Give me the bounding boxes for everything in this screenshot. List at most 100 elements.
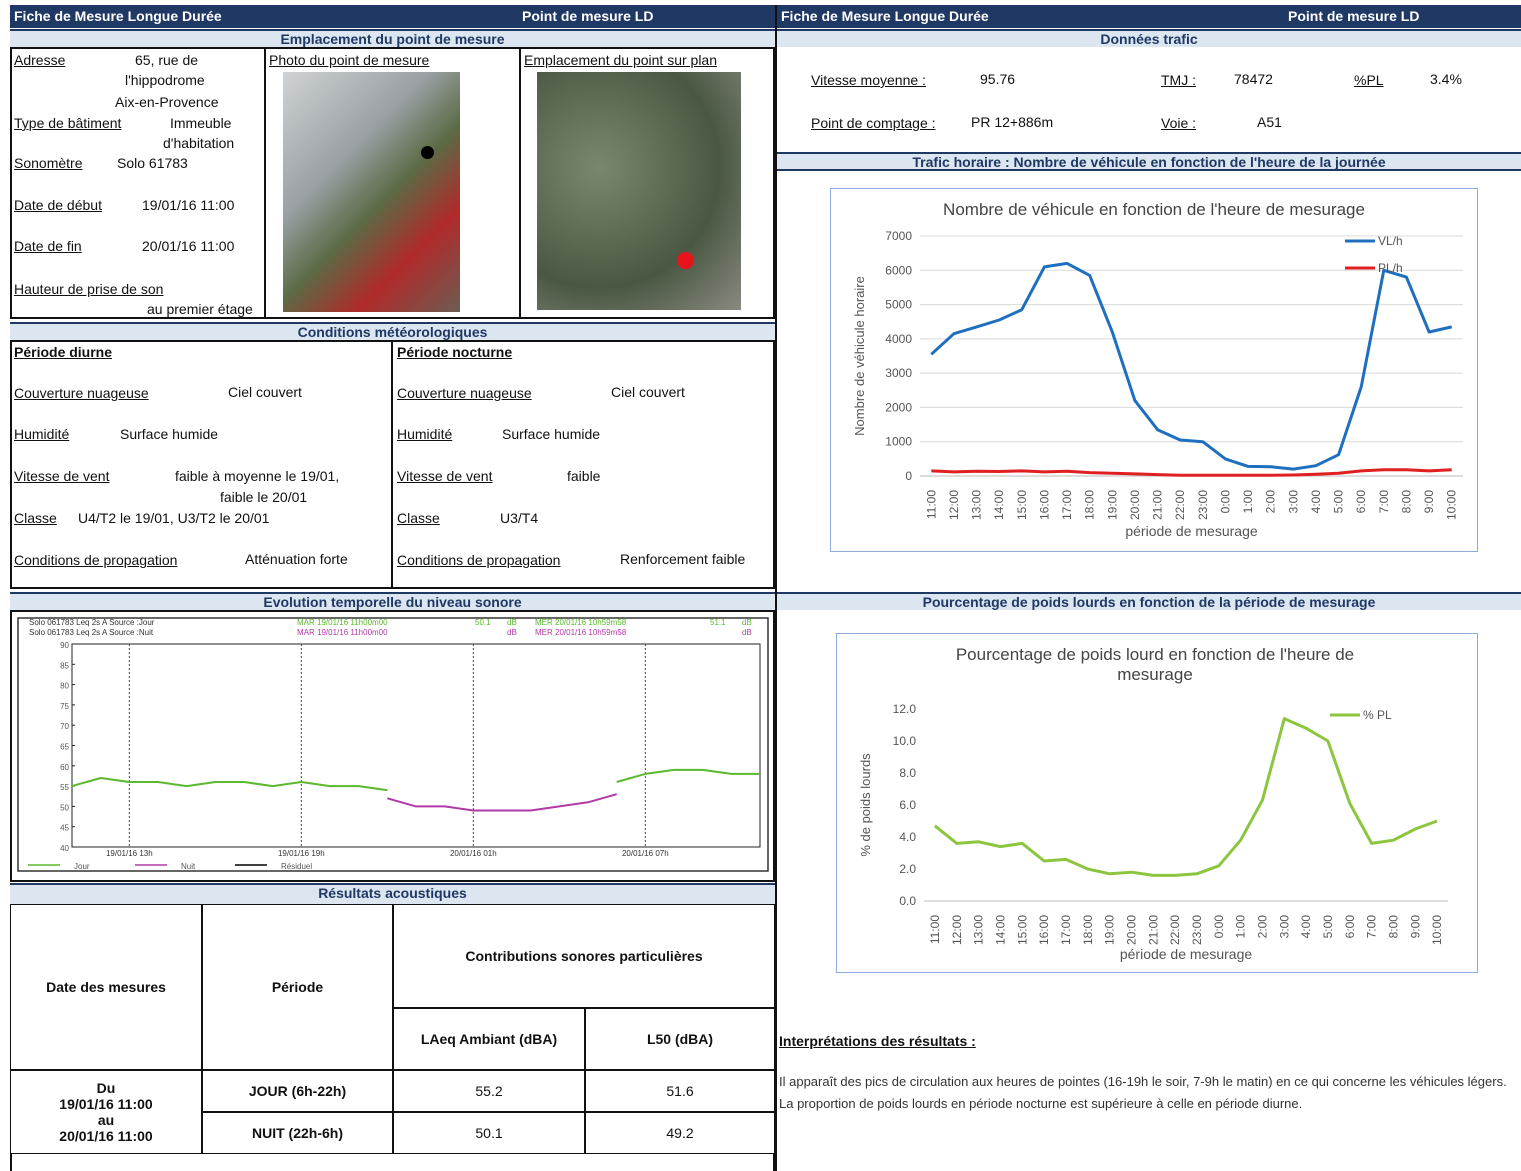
x-tick-label: 18:00 <box>1081 915 1095 945</box>
text: Surface humide <box>120 426 218 442</box>
y-tick-label: 55 <box>60 783 69 792</box>
y-tick-label: 1000 <box>885 435 912 449</box>
text: 78472 <box>1234 71 1273 87</box>
x-tick-label: 13:00 <box>972 915 986 945</box>
section-heading: Pourcentage de poids lourds en fonction … <box>777 592 1521 610</box>
x-tick-label: 15:00 <box>1015 490 1029 520</box>
header-title: Fiche de Mesure Longue Durée <box>781 8 989 24</box>
y-tick-label: 90 <box>60 641 69 650</box>
text: 65, rue de <box>135 52 198 68</box>
y-tick-label: 4.0 <box>899 830 916 844</box>
legend-label: VL/h <box>1378 234 1403 248</box>
y-tick-label: 2000 <box>885 400 912 414</box>
section-heading: Trafic horaire : Nombre de véhicule en f… <box>777 152 1521 171</box>
x-tick-label: 4:00 <box>1309 490 1323 514</box>
value-cell: 50.1 <box>393 1112 585 1154</box>
section-heading: Résultats acoustiques <box>10 883 775 904</box>
map <box>537 72 741 310</box>
x-tick-label: 8:00 <box>1399 490 1413 514</box>
table-header: Période <box>202 904 393 1070</box>
header-cell: dB <box>507 618 517 627</box>
table-bottom <box>10 1154 775 1171</box>
text: %PL <box>1354 72 1384 88</box>
legend-label: Résiduel <box>281 862 312 871</box>
header-point: Point de mesure LD <box>522 8 653 24</box>
text: d'habitation <box>163 135 234 151</box>
x-tick-label: 9:00 <box>1422 490 1436 514</box>
section-heading: Données trafic <box>777 29 1521 47</box>
text: 19/01/16 11:00 <box>142 197 234 213</box>
text: 20/01/16 11:00 <box>142 238 234 254</box>
x-tick-label: 21:00 <box>1151 490 1165 520</box>
text: Renforcement faible <box>620 551 745 567</box>
x-tick-label: 8:00 <box>1386 915 1400 939</box>
date-line: 20/01/16 11:00 <box>59 1128 152 1144</box>
text: faible à moyenne le 19/01, <box>175 468 339 484</box>
table-header: Contributions sonores particulières <box>393 904 775 1008</box>
text: U4/T2 le 19/01, U3/T2 le 20/01 <box>78 510 269 526</box>
chart: Solo 061783 Leq 2s A Source :JourMAR 19/… <box>17 617 769 872</box>
x-tick-label: 9:00 <box>1408 915 1422 939</box>
text: Surface humide <box>502 426 600 442</box>
x-tick-label: 0:00 <box>1212 915 1226 939</box>
x-tick-label: 10:00 <box>1445 490 1459 520</box>
x-tick-label: 22:00 <box>1168 915 1182 945</box>
legend-label: Nuit <box>181 862 196 871</box>
y-tick-label: 0.0 <box>899 894 916 908</box>
chart-title: Pourcentage de poids lourd en fonction d… <box>930 645 1380 685</box>
y-axis-label: Nombre de véhicule horaire <box>852 276 867 436</box>
x-tick-label: 3:00 <box>1286 490 1300 514</box>
x-tick-label: 17:00 <box>1060 490 1074 520</box>
text: Classe <box>14 510 57 526</box>
x-tick-label: 23:00 <box>1190 915 1204 945</box>
text: Vitesse de vent <box>397 468 492 484</box>
series-line <box>931 470 1451 476</box>
text: Atténuation forte <box>245 551 348 567</box>
y-tick-label: 80 <box>60 682 69 691</box>
x-tick-label: 6:00 <box>1354 490 1368 514</box>
text: Vitesse de vent <box>14 468 109 484</box>
text: Date de fin <box>14 238 82 254</box>
divider <box>264 47 266 319</box>
x-tick-label: 17:00 <box>1059 915 1073 945</box>
x-tick-label: 12:00 <box>950 915 964 945</box>
legend-label: % PL <box>1363 708 1392 722</box>
y-tick-label: 0 <box>905 469 912 483</box>
date-line: 19/01/16 11:00 <box>59 1096 152 1112</box>
text: Couverture nuageuse <box>14 385 149 401</box>
x-axis-label: période de mesurage <box>1125 523 1258 539</box>
text: Ciel couvert <box>228 384 302 400</box>
header-cell: dB <box>742 628 752 637</box>
x-tick-label: 0:00 <box>1218 490 1232 514</box>
series-line <box>931 263 1451 469</box>
x-tick-label: 19/01/16 19h <box>278 849 325 858</box>
text: l'hippodrome <box>125 72 205 88</box>
text: Conditions de propagation <box>14 552 177 568</box>
plot-area <box>72 644 760 847</box>
x-tick-label: 4:00 <box>1299 915 1313 939</box>
period-cell: NUIT (22h-6h) <box>202 1112 393 1154</box>
x-tick-label: 6:00 <box>1343 915 1357 939</box>
y-tick-label: 5000 <box>885 298 912 312</box>
header-cell: dB <box>742 618 752 627</box>
header-cell: MAR 19/01/16 11h00m00 <box>297 628 388 637</box>
x-tick-label: 14:00 <box>992 490 1006 520</box>
divider <box>391 340 393 589</box>
x-tick-label: 10:00 <box>1430 915 1444 945</box>
text: Immeuble <box>170 115 231 131</box>
date-line: au <box>98 1112 114 1128</box>
series-line <box>935 719 1437 876</box>
x-tick-label: 22:00 <box>1173 490 1187 520</box>
y-tick-label: 2.0 <box>899 862 916 876</box>
text: Humidité <box>14 426 69 442</box>
page: Fiche de Mesure Longue Durée Point de mes… <box>0 0 1521 1171</box>
x-tick-label: 1:00 <box>1241 490 1255 514</box>
value-cell: 55.2 <box>393 1070 585 1112</box>
text: au premier étage <box>147 301 253 317</box>
text: 3.4% <box>1430 71 1462 87</box>
text: Solo 61783 <box>117 155 188 171</box>
text: Aix-en-Provence <box>115 94 219 110</box>
y-tick-label: 7000 <box>885 229 912 243</box>
text: Voie : <box>1161 115 1196 131</box>
